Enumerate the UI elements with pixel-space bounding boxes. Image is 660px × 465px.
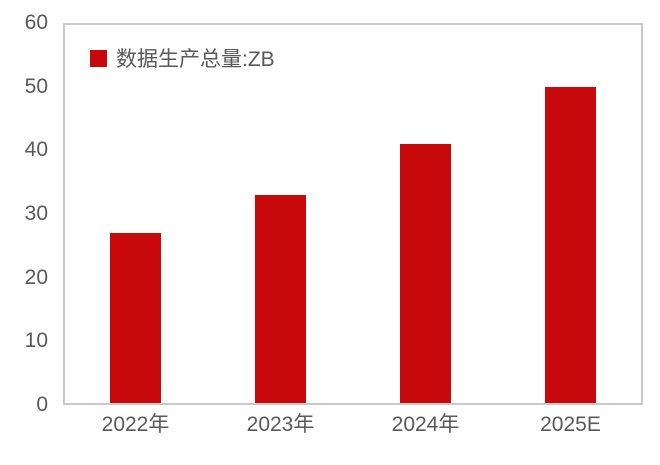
x-axis-tick-label: 2022年 bbox=[101, 413, 170, 436]
y-axis-tick-label: 30 bbox=[24, 202, 48, 225]
bar bbox=[255, 194, 306, 403]
x-axis-tick-label: 2025E bbox=[540, 413, 601, 436]
x-axis-tick-label: 2023年 bbox=[246, 413, 315, 436]
y-axis-tick-label: 40 bbox=[24, 138, 48, 162]
legend-swatch bbox=[90, 49, 107, 67]
y-axis-tick-label: 10 bbox=[24, 329, 48, 353]
bar bbox=[545, 86, 596, 403]
x-axis-tick-label: 2024年 bbox=[391, 413, 460, 436]
y-axis-tick-label: 20 bbox=[24, 265, 48, 289]
bar bbox=[400, 143, 451, 403]
bar bbox=[110, 233, 161, 403]
y-axis-tick-label: 50 bbox=[24, 74, 48, 98]
legend: 数据生产总量:ZB bbox=[90, 43, 275, 73]
y-axis-tick-label: 0 bbox=[36, 393, 48, 416]
y-axis-tick-label: 60 bbox=[24, 11, 48, 34]
legend-label: 数据生产总量:ZB bbox=[116, 48, 275, 71]
